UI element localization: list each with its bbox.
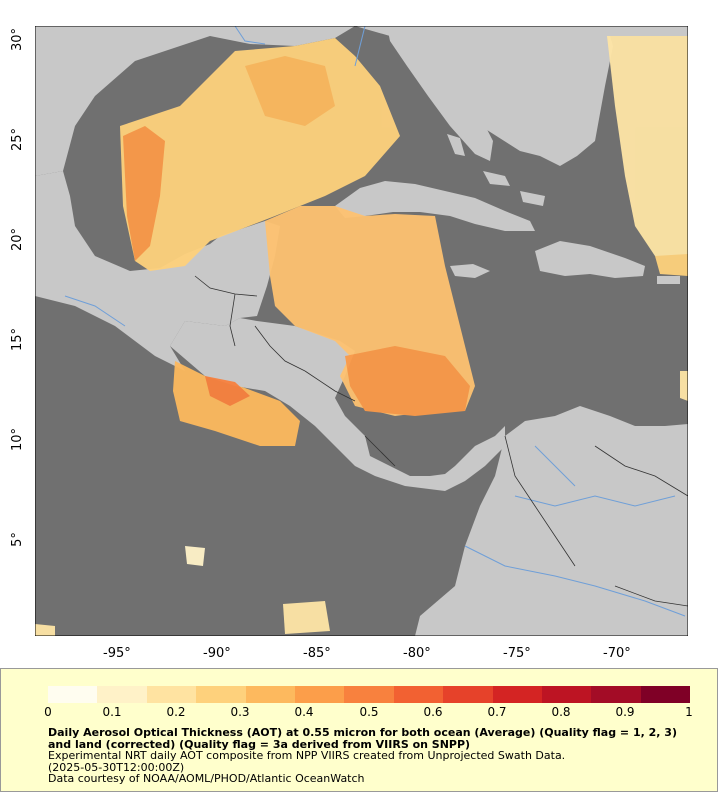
legend-tick-label: 0.8 <box>551 705 571 719</box>
legend-tick-label: 1 <box>685 705 693 719</box>
land-florida <box>387 26 493 161</box>
land-bahamas <box>447 134 545 206</box>
lon-tick-label: -90° <box>203 646 231 661</box>
color-scale-swatch <box>196 686 246 703</box>
legend-title: Daily Aerosol Optical Thickness (AOT) at… <box>48 726 677 751</box>
color-scale-swatch <box>48 686 98 703</box>
land-usa <box>35 26 688 176</box>
lon-tick-label: -95° <box>103 646 131 661</box>
legend-tick-label: 0 <box>44 705 52 719</box>
land-jamaica <box>450 264 490 278</box>
lat-tick-label: 5° <box>9 532 25 547</box>
land-south-america <box>415 406 688 636</box>
land-puerto-rico <box>657 276 680 284</box>
map-svg <box>34 25 689 637</box>
lon-tick-label: -85° <box>303 646 331 661</box>
legend-tick-label: 0.5 <box>359 705 379 719</box>
lon-tick-label: -75° <box>503 646 531 661</box>
legend-tick-label: 0.6 <box>423 705 443 719</box>
legend-tick-label: 0.1 <box>102 705 122 719</box>
color-scale-swatch <box>591 686 641 703</box>
color-scale-swatch <box>492 686 542 703</box>
lat-tick-label: 25° <box>10 127 26 152</box>
color-scale-swatch <box>393 686 444 703</box>
lat-tick-label: 10° <box>10 427 26 452</box>
legend-caption: Daily Aerosol Optical Thickness (AOT) at… <box>48 727 688 785</box>
color-scale-swatch <box>344 686 394 703</box>
legend-tick-label: 0.4 <box>294 705 314 719</box>
color-scale-swatch <box>541 686 592 703</box>
color-scale-swatch <box>245 686 295 703</box>
lat-tick-label: 20° <box>10 227 26 252</box>
color-scale-bar <box>48 686 691 703</box>
lat-tick-label: 15° <box>10 327 26 352</box>
lat-tick-label: 30° <box>10 27 26 52</box>
legend-description: Experimental NRT daily AOT composite fro… <box>48 749 566 762</box>
legend-tick-label: 0.2 <box>166 705 186 719</box>
color-scale-swatch <box>146 686 197 703</box>
land-central-america <box>170 318 505 491</box>
legend-credit: Data courtesy of NOAA/AOML/PHOD/Atlantic… <box>48 772 365 785</box>
land-cuba <box>335 181 535 231</box>
color-scale-swatch <box>640 686 691 703</box>
lon-tick-label: -70° <box>603 646 631 661</box>
land-hispaniola <box>535 241 645 278</box>
rivers <box>64 25 686 617</box>
legend-timestamp: (2025-05-30T12:00:00Z) <box>48 760 185 774</box>
aot-map <box>34 25 689 637</box>
color-scale-swatch <box>443 686 493 703</box>
color-scale-swatch <box>294 686 345 703</box>
legend-tick-label: 0.7 <box>487 705 507 719</box>
legend-tick-label: 0.3 <box>230 705 250 719</box>
borders <box>194 275 689 607</box>
lon-tick-label: -80° <box>403 646 431 661</box>
color-scale-swatch <box>97 686 147 703</box>
legend-panel: 0 0.1 0.2 0.3 0.4 0.5 0.6 0.7 0.8 0.9 1 … <box>0 668 718 792</box>
land-mexico <box>35 171 280 371</box>
legend-tick-label: 0.9 <box>615 705 635 719</box>
aot-overlay <box>35 36 688 636</box>
